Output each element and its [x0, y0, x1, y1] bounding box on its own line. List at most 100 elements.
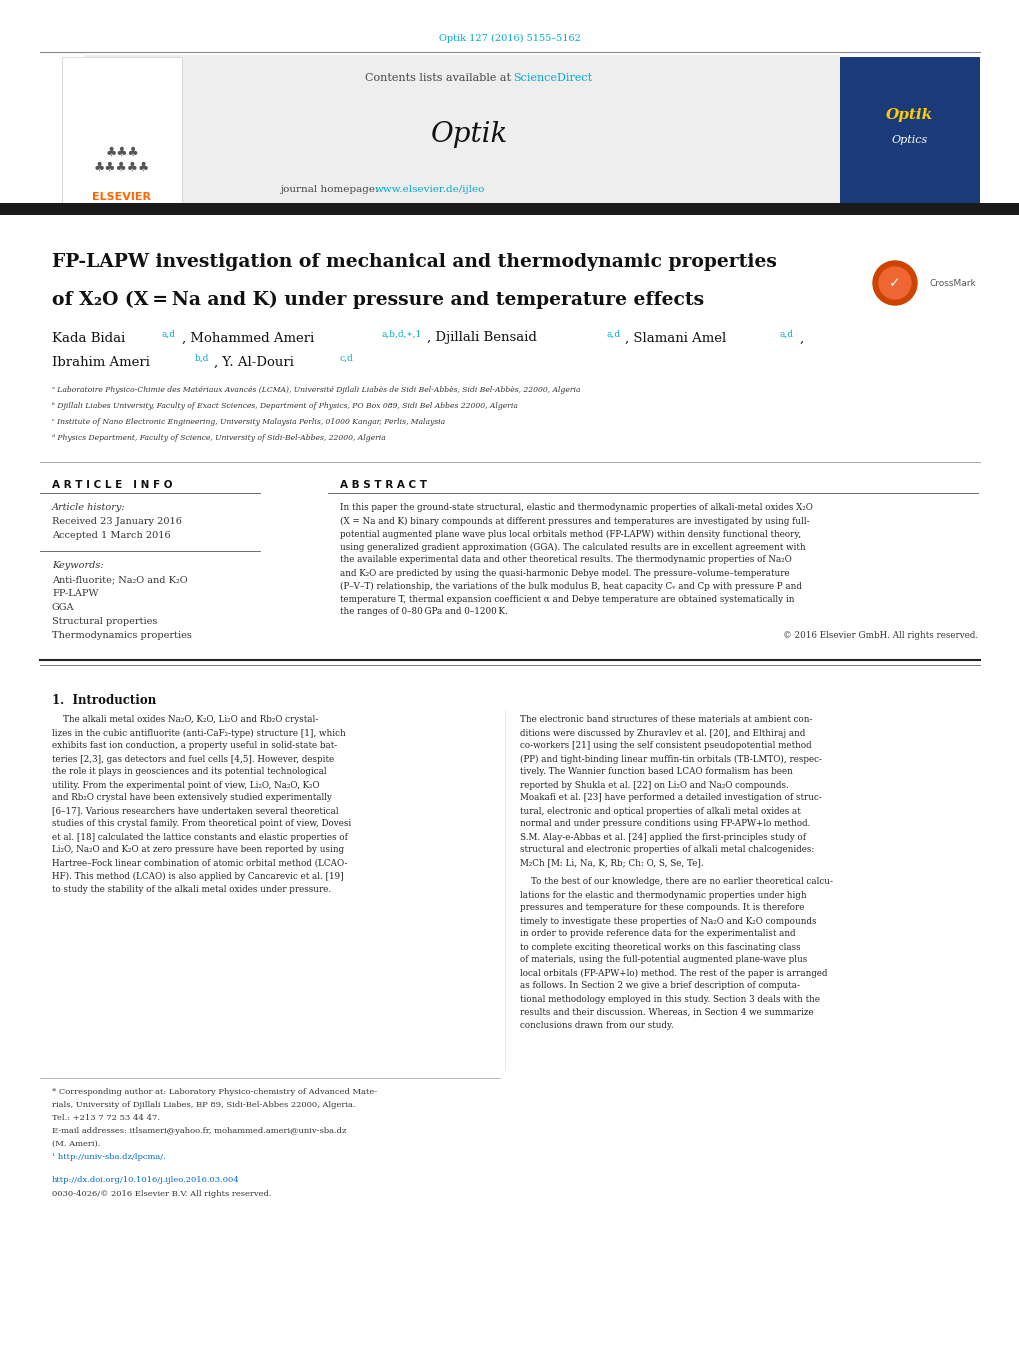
- Text: journal homepage:: journal homepage:: [280, 185, 381, 195]
- Text: Ibrahim Ameri: Ibrahim Ameri: [52, 355, 150, 369]
- Text: ♣♣♣
♣♣♣♣♣: ♣♣♣ ♣♣♣♣♣: [94, 146, 150, 174]
- Text: ditions were discussed by Zhuravlev et al. [20], and Elthiraj and: ditions were discussed by Zhuravlev et a…: [520, 728, 805, 738]
- Text: A B S T R A C T: A B S T R A C T: [339, 480, 427, 490]
- Text: (P–V–T) relationship, the variations of the bulk modulus B, heat capacity Cᵥ and: (P–V–T) relationship, the variations of …: [339, 581, 801, 590]
- Text: pressures and temperature for these compounds. It is therefore: pressures and temperature for these comp…: [520, 904, 804, 912]
- Text: , Mohammed Ameri: , Mohammed Ameri: [181, 331, 314, 345]
- Text: FP-LAPW investigation of mechanical and thermodynamic properties: FP-LAPW investigation of mechanical and …: [52, 253, 776, 272]
- Text: Accepted 1 March 2016: Accepted 1 March 2016: [52, 531, 170, 540]
- Text: To the best of our knowledge, there are no earlier theoretical calcu-: To the best of our knowledge, there are …: [520, 878, 833, 886]
- Text: http://dx.doi.org/10.1016/j.ijleo.2016.03.004: http://dx.doi.org/10.1016/j.ijleo.2016.0…: [52, 1175, 239, 1183]
- Text: Optik 127 (2016) 5155–5162: Optik 127 (2016) 5155–5162: [438, 34, 581, 43]
- Text: the ranges of 0–80 GPa and 0–1200 K.: the ranges of 0–80 GPa and 0–1200 K.: [339, 608, 507, 616]
- Text: studies of this crystal family. From theoretical point of view, Dovesi: studies of this crystal family. From the…: [52, 820, 351, 828]
- Text: Kada Bidai: Kada Bidai: [52, 331, 125, 345]
- Bar: [85, 55, 840, 205]
- Text: In this paper the ground-state structural, elastic and thermodynamic properties : In this paper the ground-state structura…: [339, 504, 812, 512]
- Text: ᵈ Physics Department, Faculty of Science, University of Sidi-Bel-Abbes, 22000, A: ᵈ Physics Department, Faculty of Science…: [52, 434, 385, 442]
- Text: ELSEVIER: ELSEVIER: [93, 192, 152, 203]
- Text: Anti-fluorite; Na₂O and K₂O: Anti-fluorite; Na₂O and K₂O: [52, 576, 187, 585]
- Circle shape: [872, 261, 916, 305]
- Text: (X = Na and K) binary compounds at different pressures and temperatures are inve: (X = Na and K) binary compounds at diffe…: [339, 516, 809, 526]
- Text: as follows. In Section 2 we give a brief description of computa-: as follows. In Section 2 we give a brief…: [520, 981, 799, 990]
- Text: S.M. Alay-e-Abbas et al. [24] applied the first-principles study of: S.M. Alay-e-Abbas et al. [24] applied th…: [520, 832, 805, 842]
- Text: The alkali metal oxides Na₂O, K₂O, Li₂O and Rb₂O crystal-: The alkali metal oxides Na₂O, K₂O, Li₂O …: [52, 716, 318, 724]
- Text: co-workers [21] using the self consistent pseudopotential method: co-workers [21] using the self consisten…: [520, 742, 811, 751]
- Text: 1.  Introduction: 1. Introduction: [52, 693, 156, 707]
- Text: tively. The Wannier function based LCAO formalism has been: tively. The Wannier function based LCAO …: [520, 767, 792, 777]
- Text: a,d: a,d: [780, 330, 793, 339]
- Circle shape: [878, 267, 910, 299]
- Text: CrossMark: CrossMark: [929, 278, 976, 288]
- Text: ¹ http://univ-sba.dz/lpcma/.: ¹ http://univ-sba.dz/lpcma/.: [52, 1152, 166, 1161]
- Text: the role it plays in geosciences and its potential technological: the role it plays in geosciences and its…: [52, 767, 326, 777]
- Text: © 2016 Elsevier GmbH. All rights reserved.: © 2016 Elsevier GmbH. All rights reserve…: [783, 631, 977, 639]
- Text: , Slamani Amel: , Slamani Amel: [625, 331, 726, 345]
- Text: of X₂O (X = Na and K) under pressure and temperature effects: of X₂O (X = Na and K) under pressure and…: [52, 290, 703, 309]
- Text: Hartree–Fock linear combination of atomic orbital method (LCAO-: Hartree–Fock linear combination of atomi…: [52, 858, 347, 867]
- Text: and Rb₂O crystal have been extensively studied experimentally: and Rb₂O crystal have been extensively s…: [52, 793, 331, 802]
- Text: (PP) and tight-binding linear muffin-tin orbitals (TB-LMTO), respec-: (PP) and tight-binding linear muffin-tin…: [520, 754, 821, 763]
- Text: (M. Ameri).: (M. Ameri).: [52, 1140, 100, 1148]
- Text: , Djillali Bensaid: , Djillali Bensaid: [427, 331, 536, 345]
- Text: Optik: Optik: [886, 108, 932, 122]
- Text: normal and under pressure conditions using FP-APW+lo method.: normal and under pressure conditions usi…: [520, 820, 809, 828]
- Bar: [62, 57, 181, 205]
- Text: ᵇ Djillali Liabes University, Faculty of Exact Sciences, Department of Physics, : ᵇ Djillali Liabes University, Faculty of…: [52, 403, 518, 409]
- Text: * Corresponding author at: Laboratory Physico-chemistry of Advanced Mate-: * Corresponding author at: Laboratory Ph…: [52, 1088, 377, 1096]
- Text: tural, electronic and optical properties of alkali metal oxides at: tural, electronic and optical properties…: [520, 807, 800, 816]
- Text: Li₂O, Na₂O and K₂O at zero pressure have been reported by using: Li₂O, Na₂O and K₂O at zero pressure have…: [52, 846, 343, 854]
- Text: ᵃ Laboratoire Physico-Chimie des Matériaux Avancés (LCMA), Université Djilali Li: ᵃ Laboratoire Physico-Chimie des Matéria…: [52, 386, 580, 394]
- Text: Received 23 January 2016: Received 23 January 2016: [52, 517, 181, 527]
- Text: results and their discussion. Whereas, in Section 4 we summarize: results and their discussion. Whereas, i…: [520, 1008, 813, 1016]
- Text: potential augmented plane wave plus local orbitals method (FP-LAPW) within densi: potential augmented plane wave plus loca…: [339, 530, 800, 539]
- Text: www.elsevier.de/ijleo: www.elsevier.de/ijleo: [375, 185, 485, 195]
- Text: lizes in the cubic antifluorite (anti-CaF₂-type) structure [1], which: lizes in the cubic antifluorite (anti-Ca…: [52, 728, 345, 738]
- Text: c,d: c,d: [339, 354, 354, 362]
- Text: teries [2,3], gas detectors and fuel cells [4,5]. However, despite: teries [2,3], gas detectors and fuel cel…: [52, 754, 334, 763]
- Text: temperature T, thermal expansion coefficient α and Debye temperature are obtaine: temperature T, thermal expansion coeffic…: [339, 594, 794, 604]
- Text: ✓: ✓: [889, 276, 900, 290]
- Text: HF). This method (LCAO) is also applied by Cancarevic et al. [19]: HF). This method (LCAO) is also applied …: [52, 871, 343, 881]
- Bar: [0, 203, 1019, 215]
- Text: GGA: GGA: [52, 604, 74, 612]
- Text: Moakafi et al. [23] have performed a detailed investigation of struc-: Moakafi et al. [23] have performed a det…: [520, 793, 821, 802]
- Text: E-mail addresses: itlsameri@yahoo.fr, mohammed.ameri@univ-sba.dz: E-mail addresses: itlsameri@yahoo.fr, mo…: [52, 1127, 346, 1135]
- Text: a,d: a,d: [606, 330, 621, 339]
- Text: ,: ,: [799, 331, 803, 345]
- Text: a,d: a,d: [162, 330, 176, 339]
- Text: ᶜ Institute of Nano Electronic Engineering, University Malaysia Perlis, 01000 Ka: ᶜ Institute of Nano Electronic Engineeri…: [52, 417, 444, 426]
- Text: conclusions drawn from our study.: conclusions drawn from our study.: [520, 1020, 673, 1029]
- Text: The electronic band structures of these materials at ambient con-: The electronic band structures of these …: [520, 716, 812, 724]
- Text: Optik: Optik: [431, 122, 508, 149]
- Text: M₂Ch [M: Li, Na, K, Rb; Ch: O, S, Se, Te].: M₂Ch [M: Li, Na, K, Rb; Ch: O, S, Se, Te…: [520, 858, 703, 867]
- Text: using generalized gradient approximation (GGA). The calculated results are in ex: using generalized gradient approximation…: [339, 543, 805, 551]
- Text: Keywords:: Keywords:: [52, 561, 104, 570]
- Text: tional methodology employed in this study. Section 3 deals with the: tional methodology employed in this stud…: [520, 994, 819, 1004]
- Text: exhibits fast ion conduction, a property useful in solid-state bat-: exhibits fast ion conduction, a property…: [52, 742, 337, 751]
- Text: to complete exciting theoretical works on this fascinating class: to complete exciting theoretical works o…: [520, 943, 800, 951]
- Text: local orbitals (FP-APW+lo) method. The rest of the paper is arranged: local orbitals (FP-APW+lo) method. The r…: [520, 969, 826, 978]
- Text: Article history:: Article history:: [52, 504, 125, 512]
- Text: ScienceDirect: ScienceDirect: [513, 73, 592, 82]
- Text: Contents lists available at: Contents lists available at: [365, 73, 514, 82]
- Text: to study the stability of the alkali metal oxides under pressure.: to study the stability of the alkali met…: [52, 885, 331, 893]
- Text: a,b,d,∗,1: a,b,d,∗,1: [382, 330, 422, 339]
- Text: reported by Shukla et al. [22] on Li₂O and Na₂O compounds.: reported by Shukla et al. [22] on Li₂O a…: [520, 781, 788, 789]
- Text: Tel.: +213 7 72 53 44 47.: Tel.: +213 7 72 53 44 47.: [52, 1115, 160, 1121]
- Text: 0030-4026/© 2016 Elsevier B.V. All rights reserved.: 0030-4026/© 2016 Elsevier B.V. All right…: [52, 1190, 271, 1198]
- Text: , Y. Al-Douri: , Y. Al-Douri: [214, 355, 293, 369]
- Bar: [840, 57, 979, 205]
- Text: Optics: Optics: [891, 135, 927, 145]
- Text: b,d: b,d: [195, 354, 209, 362]
- Text: the available experimental data and other theoretical results. The thermodynamic: the available experimental data and othe…: [339, 555, 791, 565]
- Text: structural and electronic properties of alkali metal chalcogenides:: structural and electronic properties of …: [520, 846, 813, 854]
- Text: lations for the elastic and thermodynamic properties under high: lations for the elastic and thermodynami…: [520, 890, 806, 900]
- Text: Thermodynamics properties: Thermodynamics properties: [52, 631, 192, 640]
- Text: A R T I C L E   I N F O: A R T I C L E I N F O: [52, 480, 172, 490]
- Text: FP-LAPW: FP-LAPW: [52, 589, 99, 598]
- Text: timely to investigate these properties of Na₂O and K₂O compounds: timely to investigate these properties o…: [520, 916, 815, 925]
- Text: utility. From the experimental point of view, Li₂O, Na₂O, K₂O: utility. From the experimental point of …: [52, 781, 319, 789]
- Text: et al. [18] calculated the lattice constants and elastic properties of: et al. [18] calculated the lattice const…: [52, 832, 347, 842]
- Text: Structural properties: Structural properties: [52, 617, 157, 627]
